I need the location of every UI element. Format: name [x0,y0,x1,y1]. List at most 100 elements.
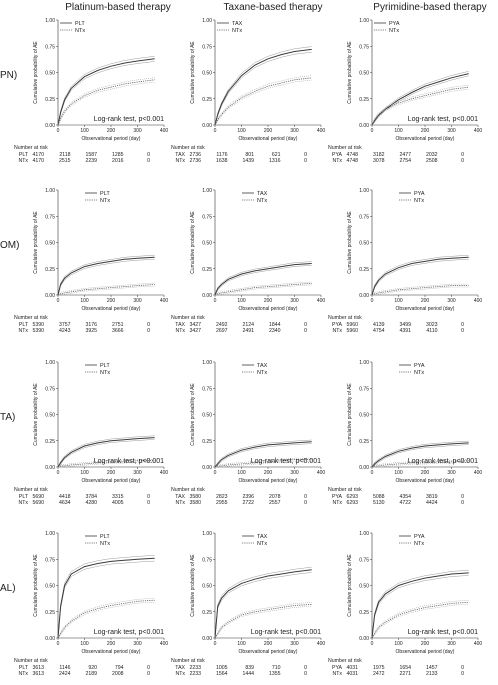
risk-value: 3925 [85,328,97,334]
x-tick-label: 400 [160,128,169,134]
series-line-pya [371,572,469,639]
risk-value: 4748 [346,151,358,158]
risk-header: Number at risk [14,145,48,151]
legend-label: NTx [232,28,242,34]
risk-value: 5690 [32,493,44,500]
x-tick-label: 100 [80,298,89,304]
risk-row-label: TAX [175,151,185,158]
risk-row: PYA 6293 5088 4354 3819 0 [328,494,464,501]
risk-value: 4031 [346,664,358,671]
y-tick-label: 0.25 [359,97,369,103]
risk-value: 4391 [399,328,411,334]
risk-row: TAX 3427 2492 2124 1844 0 [171,322,307,329]
risk-value: 2133 [425,671,438,677]
risk-value: 2340 [268,328,281,334]
risk-table: Number at risk TAX 2736 1176 801 621 0 NTx 2736 1… [171,145,307,165]
risk-value: 3078 [372,158,385,164]
risk-row: PYA 4031 1975 1654 1457 0 [328,665,464,672]
risk-value: 2472 [372,671,385,677]
risk-value: 0 [304,500,307,506]
risk-value: 2955 [215,500,228,506]
legend-label: NTx [257,198,267,204]
x-axis-label: Observational period (day) [239,478,298,484]
risk-value: 5088 [372,493,385,500]
ci-band-line [57,459,155,468]
risk-row-label: NTx [332,328,342,334]
risk-value: 2032 [425,151,438,158]
x-tick-label: 400 [160,470,169,476]
risk-row: NTx 4031 2472 2271 2133 0 [328,671,464,678]
ci-band-line [371,600,469,639]
series-line-plt [57,437,155,468]
x-tick-label: 400 [160,298,169,304]
ci-band-line [57,81,155,126]
risk-value: 0 [304,321,307,328]
x-tick-label: 200 [421,128,430,134]
risk-value: 5390 [32,321,44,328]
risk-table: Number at risk PYA 4748 3182 2477 2032 0 NTx 474… [328,145,464,165]
risk-row: PLT 5390 3757 3176 2751 0 [14,322,150,329]
risk-header: Number at risk [14,315,48,321]
x-axis-label: Observational period (day) [239,649,298,655]
x-tick-label: 300 [290,128,299,134]
y-tick-label: 0.50 [202,413,212,419]
y-tick-label: 0.00 [45,465,55,471]
y-axis-label: Cumulative probability of AE [33,211,39,274]
x-tick-label: 100 [80,641,89,647]
risk-header: Number at risk [14,487,48,493]
y-tick-label: 0.50 [359,241,369,247]
risk-row-label: NTx [18,500,28,506]
x-tick-label: 400 [317,128,326,134]
x-tick-label: 200 [264,641,273,647]
risk-value: 4005 [111,500,124,506]
legend-label: NTx [414,541,424,547]
risk-value: 4634 [58,500,71,506]
y-tick-label: 0.50 [202,241,212,247]
y-tick-label: 0.25 [202,610,212,616]
y-tick-label: 0.00 [359,123,369,129]
legend-label: NTx [100,541,110,547]
x-tick-label: 300 [290,470,299,476]
x-tick-label: 100 [237,641,246,647]
legend-label: PYA [414,191,425,197]
risk-row-label: TAX [175,664,185,671]
x-tick-label: 100 [237,470,246,476]
y-tick-label: 0.75 [359,557,369,563]
y-tick-label: 0.75 [202,214,212,220]
x-axis-label: Observational period (day) [82,306,141,312]
risk-row-label: PYA [332,493,342,500]
series-line-ntx [371,601,469,639]
risk-value: 0 [147,328,150,334]
risk-row-label: PYA [332,321,342,328]
y-tick-label: 0.75 [359,386,369,392]
risk-value: 0 [461,321,464,328]
risk-value: 4280 [85,500,97,506]
risk-value: 5390 [32,328,44,334]
risk-table: Number at risk PLT 4170 2118 1587 1285 0 NTx 417… [14,145,150,165]
risk-row: TAX 2233 1005 839 710 0 [171,665,307,672]
x-tick-label: 300 [447,641,456,647]
x-tick-label: 200 [264,470,273,476]
y-tick-label: 0.00 [202,123,212,129]
risk-row-label: TAX [175,321,185,328]
legend-label: NTx [389,28,399,34]
risk-header: Number at risk [171,145,205,151]
column-title-pyrimidine: Pyrimidine-based therapy [373,2,487,13]
series-line-ntx [57,79,155,126]
risk-row: NTx 2736 1638 1439 1316 0 [171,158,307,165]
x-tick-label: 0 [57,298,60,304]
risk-value: 0 [461,158,464,164]
risk-value: 2239 [85,158,97,164]
risk-value: 4170 [32,151,44,158]
ci-band-line [57,560,155,639]
ci-band-line [58,285,155,296]
y-tick-label: 0.00 [202,636,212,642]
risk-header: Number at risk [328,145,362,151]
row-label-4: AL) [0,583,16,594]
series-line-plt [57,557,155,639]
x-axis-label: Observational period (day) [396,649,455,655]
y-tick-label: 0.00 [202,293,212,299]
ci-band-line [214,281,312,296]
x-tick-label: 0 [214,641,217,647]
y-tick-label: 1.00 [45,360,55,366]
